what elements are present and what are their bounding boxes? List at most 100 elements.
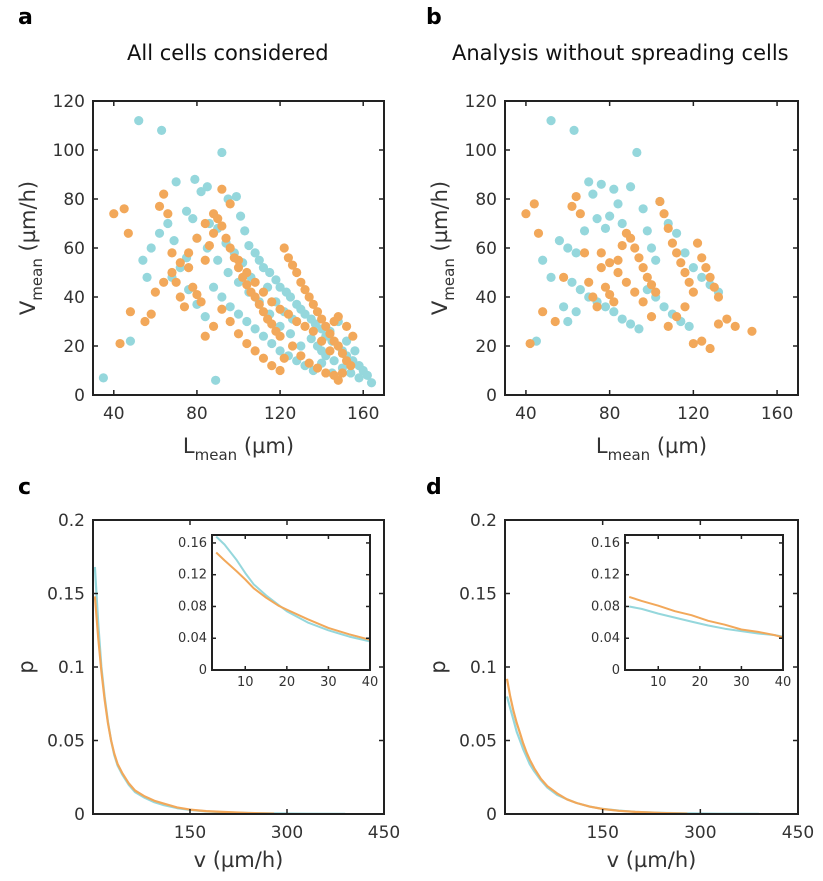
scatter-point-b-orange: [613, 267, 623, 278]
scatter-point-a-cyan: [240, 226, 250, 236]
plot-d-ytick-label: 0.2: [470, 511, 497, 531]
scatter-point-b-cyan: [651, 255, 661, 265]
scatter-point-b-orange: [638, 297, 648, 307]
scatter-point-b-orange: [575, 209, 585, 219]
plot-d-inset-ytick-label: 0: [612, 663, 620, 678]
scatter-point-a-cyan: [275, 346, 285, 356]
scatter-point-a-cyan: [154, 228, 165, 238]
scatter-point-a-orange: [275, 304, 285, 314]
scatter-point-a-orange: [204, 240, 214, 251]
scatter-point-b-orange: [596, 248, 606, 258]
scatter-point-a-orange: [250, 346, 260, 356]
scatter-point-a-cyan: [142, 272, 152, 282]
plot-b-ytick-label: 60: [475, 239, 497, 259]
scatter-point-a-cyan: [306, 334, 316, 344]
scatter-point-a-orange: [275, 331, 285, 341]
plot-c-inset-ytick-label: 0: [199, 663, 207, 678]
scatter-point-a-cyan: [146, 243, 156, 253]
panel-letter-a: a: [18, 5, 33, 30]
scatter-point-a-orange: [317, 314, 327, 324]
scatter-point-a-cyan: [231, 191, 242, 202]
scatter-point-a-orange: [109, 209, 119, 219]
scatter-point-b-cyan: [632, 147, 642, 158]
scatter-point-b-cyan: [538, 255, 548, 265]
scatter-point-a-cyan: [208, 282, 219, 292]
scatter-point-b-cyan: [600, 302, 611, 312]
scatter-point-b-orange: [625, 233, 636, 243]
panel-letter-b: b: [426, 5, 442, 30]
scatter-plot-a: 40 80 120 160 0 20 40 60 80 100 120 Lmean (µm) Vmean…: [16, 92, 385, 464]
scatter-point-a-orange: [329, 370, 339, 380]
plot-c-series-line-orange: [93, 596, 275, 814]
scatter-point-b-orange: [630, 243, 640, 253]
scatter-point-a-orange: [287, 341, 298, 351]
scatter-point-a-orange: [175, 258, 185, 268]
plot-d-inset-series-line-orange: [628, 595, 784, 639]
scatter-point-a-orange: [267, 297, 277, 307]
scatter-point-a-cyan: [163, 218, 173, 229]
scatter-point-b-cyan: [617, 218, 627, 229]
scatter-point-a-orange: [167, 267, 177, 278]
scatter-point-a-cyan: [138, 255, 148, 265]
scatter-point-a-orange: [312, 307, 323, 317]
scatter-point-b-cyan: [672, 228, 682, 238]
scatter-point-b-cyan: [617, 314, 627, 324]
scatter-point-a-cyan: [196, 187, 206, 197]
scatter-point-a-orange: [188, 282, 198, 292]
scatter-point-b-orange: [730, 321, 740, 331]
scatter-point-b-orange: [663, 321, 673, 331]
scatter-point-a-orange: [171, 277, 181, 287]
scatter-point-b-orange: [525, 338, 535, 349]
plot-c-inset: 10 20 30 40 0 0.04 0.08 0.12 0.16: [178, 534, 378, 690]
scatter-point-b-orange: [617, 240, 627, 251]
scatter-point-b-cyan: [592, 214, 602, 224]
plot-c-ytick-label: 0.1: [58, 658, 85, 678]
scatter-point-b-orange: [533, 228, 544, 238]
plot-c-ytick-label: 0.05: [47, 732, 85, 752]
scatter-point-a-orange: [192, 289, 202, 300]
scatter-point-b-cyan: [697, 272, 707, 282]
plot-c-ylabel: p: [14, 660, 38, 673]
scatter-point-a-cyan: [254, 255, 264, 265]
scatter-point-b-orange: [663, 223, 673, 233]
scatter-point-a-cyan: [258, 263, 269, 273]
scatter-point-b-orange: [697, 336, 707, 346]
plot-b-ytick-label: 0: [486, 386, 497, 406]
scatter-point-a-orange: [208, 321, 219, 331]
scatter-point-a-cyan: [125, 336, 136, 346]
scatter-point-a-orange: [208, 209, 219, 219]
scatter-point-a-orange: [267, 319, 277, 329]
scatter-point-a-orange: [200, 218, 210, 229]
scatter-point-a-orange: [325, 346, 335, 356]
scatter-point-b-orange: [688, 287, 698, 297]
scatter-point-a-orange: [312, 363, 323, 373]
scatter-point-b-orange: [672, 248, 682, 258]
scatter-point-a-orange: [258, 287, 269, 297]
scatter-point-b-orange: [600, 282, 611, 292]
plot-d-ytick-label: 0: [486, 805, 497, 825]
scatter-point-b-cyan: [596, 179, 606, 189]
scatter-point-a-cyan: [225, 302, 235, 312]
plot-c-lines: [93, 566, 346, 814]
scatter-point-a-cyan: [250, 248, 260, 258]
scatter-point-a-orange: [321, 368, 331, 378]
scatter-point-a-orange: [337, 348, 348, 358]
scatter-point-b-orange: [680, 267, 690, 278]
scatter-point-b-cyan: [684, 321, 694, 331]
scatter-point-a-orange: [258, 307, 269, 317]
scatter-point-a-orange: [233, 255, 244, 265]
scatter-point-a-cyan: [346, 368, 356, 378]
scatter-point-b-orange: [651, 287, 661, 297]
scatter-point-a-orange: [242, 280, 252, 290]
scatter-point-b-cyan: [613, 199, 623, 209]
scatter-point-a-orange: [200, 255, 210, 265]
plot-d-ytick-label: 0.05: [459, 732, 497, 752]
scatter-point-a-orange: [115, 338, 125, 349]
plot-c-ytick-label: 0.2: [58, 511, 85, 531]
scatter-point-b-orange: [596, 263, 606, 273]
plot-c-ytick-label: 0.15: [47, 585, 85, 605]
scatter-point-b-orange: [709, 282, 719, 292]
scatter-point-b-cyan: [638, 204, 648, 214]
plot-c-inset-ytick-label: 0.08: [178, 599, 207, 614]
scatter-point-a-orange: [283, 309, 293, 319]
